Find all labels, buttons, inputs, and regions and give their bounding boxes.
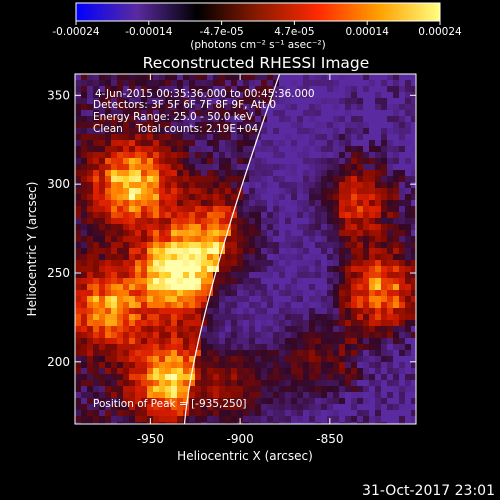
y-tick-label: 350: [47, 88, 70, 102]
annotation-method: Clean Total counts: 2.19E+04: [93, 123, 258, 135]
colorbar-tick-label: -0.00024: [52, 26, 100, 38]
y-axis-ticks: 200 250 300 350: [47, 88, 416, 369]
chart-title: Reconstructed RHESSI Image: [143, 54, 370, 72]
y-axis-label: Heliocentric Y (arcsec): [25, 182, 39, 317]
solar-limb-curve: [183, 74, 281, 424]
plot-frame: [74, 73, 417, 425]
colorbar-tick-label: -0.00014: [125, 26, 173, 38]
colorbar-tick-label: 0.00014: [345, 26, 389, 38]
footer-date: 31-Oct-2017 23:01: [362, 483, 495, 499]
annotation-energy-range: Energy Range: 25.0 - 50.0 keV: [93, 111, 254, 123]
x-axis-label: Heliocentric X (arcsec): [177, 449, 313, 463]
colorbar-unit-label: (photons cm⁻² s⁻¹ asec⁻²): [190, 39, 325, 51]
x-tick-label: -900: [226, 432, 253, 446]
colorbar: [75, 2, 441, 22]
y-tick-label: 250: [47, 266, 70, 280]
colorbar-tick-label: -4.7e-05: [200, 26, 244, 38]
x-axis-ticks: -950 -900 -850: [137, 74, 343, 446]
y-tick-label: 300: [47, 177, 70, 191]
y-tick-label: 200: [47, 355, 70, 369]
annotation-peak: Position of Peak = [-935,250]: [93, 398, 247, 410]
colorbar-tick-label: 0.00024: [418, 26, 462, 38]
colorbar-ticks: -0.00024 -0.00014 -4.7e-05 4.7e-05 0.00014 0.…: [52, 21, 462, 38]
annotation-time-range: 4-Jun-2015 00:35:36.000 to 00:45:36.000: [95, 88, 315, 100]
annotation-detectors: Detectors: 3F 5F 6F 7F 8F 9F, Att 0: [93, 99, 276, 111]
x-tick-label: -950: [137, 432, 164, 446]
x-tick-label: -850: [316, 432, 343, 446]
colorbar-tick-label: 4.7e-05: [274, 26, 314, 38]
heatmap-image: [75, 74, 416, 424]
